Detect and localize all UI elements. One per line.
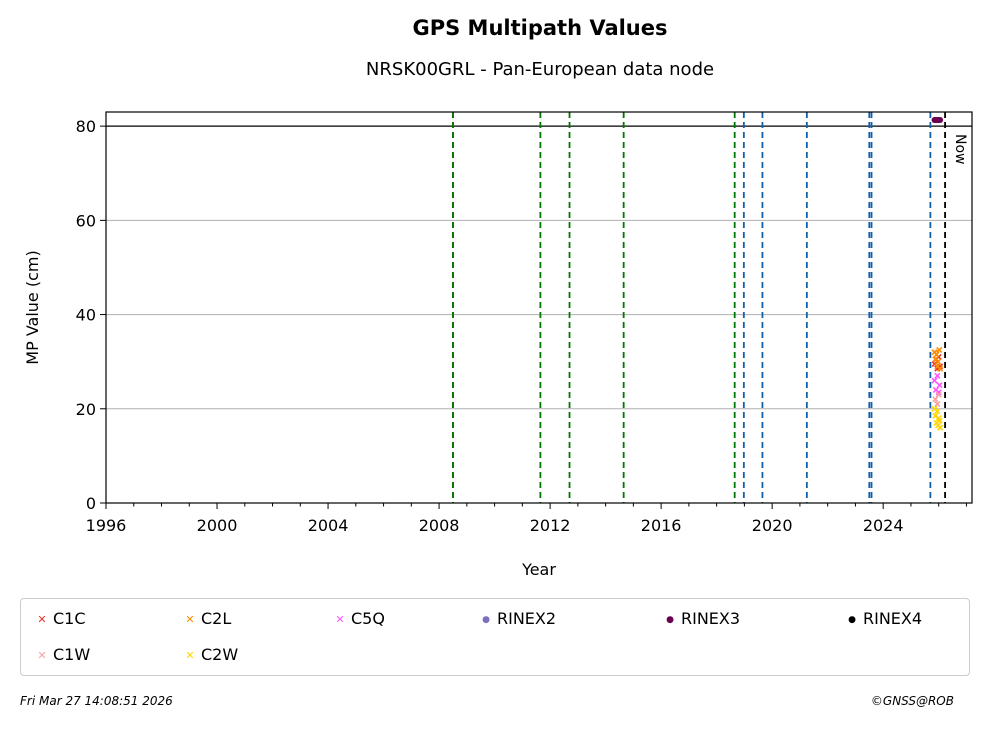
y-tick-label: 80 [76,117,96,136]
point-C1W [934,401,941,408]
point-stroke [935,415,942,422]
point-C2L [935,358,942,365]
y-tick-label: 40 [76,306,96,325]
chart-title: GPS Multipath Values [412,16,668,40]
point-C1W [932,396,939,403]
point-C5Q [931,377,938,384]
legend-marker-icon: ● [482,614,490,625]
legend-label: RINEX2 [497,609,557,628]
point-stroke [937,424,944,431]
point-C2L [937,365,944,372]
point-stroke [936,346,943,353]
y-tick-label: 0 [86,494,96,513]
x-tick-label: 2020 [752,516,793,535]
chart-subtitle: NRSK00GRL - Pan-European data node [365,59,715,80]
y-tick-label: 60 [76,211,96,230]
point-C2L [936,346,943,353]
x-tick-label: 1996 [86,516,127,535]
event-lines [452,112,946,503]
point-stroke [933,351,940,358]
legend-label: C5Q [351,609,385,628]
legend: ✕ C1C ✕ C2L ✕ C5Q ● RINEX2 ● RINEX3 ● RINEX4 ✕ C1W ✕ C2… [20,598,970,676]
legend-item-c5q: ✕ C5Q [335,608,385,630]
point-C1W [935,391,942,398]
x-tick-label: 2008 [419,516,460,535]
legend-marker-icon: ✕ [335,612,345,626]
axis-ticks: 1996 2000 2004 2008 2012 2016 2020 2024 0 20 40 60 8… [76,117,967,535]
legend-marker-icon: ✕ [185,612,195,626]
legend-marker-icon: ✕ [37,612,47,626]
point-stroke [934,363,941,370]
x-tick-label: 2016 [641,516,682,535]
y-axis-label: MP Value (cm) [23,250,42,364]
point-stroke [932,396,939,403]
point-C2L [933,351,940,358]
legend-item-rinex4: ● RINEX4 [847,608,922,630]
y-tick-label: 20 [76,400,96,419]
legend-item-rinex2: ● RINEX2 [481,608,556,630]
point-stroke [935,358,942,365]
point-stroke [931,405,938,412]
point-stroke [931,377,938,384]
grid-lines [106,125,972,410]
legend-label: RINEX3 [681,609,741,628]
point-C2W [937,424,944,431]
legend-item-c1c: ✕ C1C [37,608,86,630]
timestamp: Fri Mar 27 14:08:51 2026 [20,694,173,708]
point-stroke [932,356,939,363]
x-tick-label: 2012 [530,516,571,535]
legend-label: C2L [201,609,232,628]
x-tick-label: 2024 [863,516,904,535]
point-C5Q [934,372,941,379]
point-RINEX3 [937,117,944,124]
point-stroke [936,417,943,424]
point-stroke [934,372,941,379]
legend-label: C1W [53,645,91,664]
legend-marker-icon: ● [848,614,856,625]
legend-marker-icon: ● [666,614,674,625]
legend-item-c1w: ✕ C1W [37,644,90,666]
x-tick-label: 2004 [308,516,349,535]
point-stroke [934,408,941,415]
legend-label: C1C [53,609,86,628]
point-stroke [934,401,941,408]
point-stroke [931,360,938,368]
point-stroke [936,382,943,389]
point-stroke [932,412,939,419]
data-points [931,117,944,431]
legend-marker-icon: ✕ [185,648,195,662]
legend-marker-icon: ✕ [37,648,47,662]
copyright: ©GNSS@ROB [870,694,954,708]
legend-label: C2W [201,645,239,664]
point-stroke [937,365,944,372]
legend-item-rinex3: ● RINEX3 [665,608,740,630]
legend-label: RINEX4 [863,609,923,628]
now-label: Now [952,134,968,165]
legend-item-c2w: ✕ C2W [185,644,238,666]
point-C2W [936,417,943,424]
point-C5Q [936,382,943,389]
chart-plot: 1996 2000 2004 2008 2012 2016 2020 2024 0 20 40 60 8… [23,111,973,579]
x-axis-label: Year [521,560,556,579]
x-tick-label: 2000 [197,516,238,535]
legend-item-c2l: ✕ C2L [185,608,231,630]
point-stroke [935,391,942,398]
axes-frame [105,111,973,504]
point-C2W [934,408,941,415]
